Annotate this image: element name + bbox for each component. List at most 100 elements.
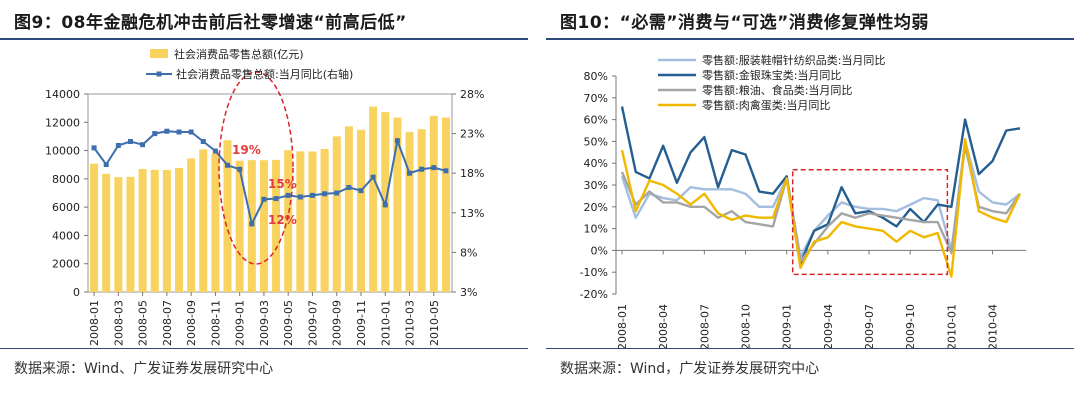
left-yoy-marker — [309, 192, 315, 198]
left-yoy-marker — [237, 166, 243, 172]
left-xaxis-label: 2010-05 — [428, 300, 441, 346]
left-bar — [223, 140, 232, 292]
left-yoy-marker — [103, 161, 109, 167]
left-bar — [369, 106, 378, 292]
left-chart-panel: 图9：08年金融危机冲击前后社零增速“前高后低” 0 2000 4000 6000 80… — [0, 0, 528, 403]
right-source-rule — [546, 348, 1074, 349]
left-yaxis-label: 10000 — [45, 145, 80, 158]
right-yaxis-label: 30% — [584, 179, 608, 192]
left-yoy-marker — [176, 129, 182, 135]
left-bar — [150, 169, 159, 292]
left-xaxis-label: 2010-03 — [404, 300, 417, 346]
right-chart-svg: -20% -10% 0% 10% 20% 30% 40% 50% 60% 70% 80% 2008-0… — [580, 53, 1026, 348]
right-yaxis-label: 60% — [584, 114, 608, 127]
left-yaxis-label: 6000 — [52, 201, 80, 214]
left-yoy-marker — [115, 142, 121, 148]
left-title-rule — [0, 38, 528, 40]
left-yoy-marker — [261, 196, 267, 202]
left-bar — [259, 160, 268, 292]
right-xaxis-label: 2009-04 — [822, 304, 835, 348]
left-bar — [174, 167, 184, 292]
right-yaxis-label: -10% — [580, 266, 608, 279]
left-legend-bar-swatch — [150, 49, 168, 58]
left-xaxis-label: 2010-01 — [379, 300, 392, 346]
left-bar — [441, 117, 450, 292]
right-chart-title: 图10：“必需”消费与“可选”消费修复弹性均弱 — [560, 13, 929, 33]
left-bar — [114, 177, 123, 292]
left-bar — [187, 158, 196, 292]
left-yoy-marker — [297, 194, 303, 200]
right-legend-label: 零售额:服装鞋帽针纺织品类:当月同比 — [702, 53, 885, 67]
right-source-note: 数据来源：Wind，广发证券发展研究中心 — [560, 361, 820, 377]
left-yaxis-right-label: 23% — [460, 128, 484, 141]
left-yoy-marker — [127, 139, 133, 145]
left-yoy-marker — [431, 165, 437, 171]
right-legend-label: 零售额:金银珠宝类:当月同比 — [702, 68, 841, 82]
left-yoy-marker — [322, 191, 328, 197]
left-yoy-marker — [200, 139, 206, 145]
right-chart-panel: 图10：“必需”消费与“可选”消费修复弹性均弱 -20% -10% 0% 10% 20%… — [546, 0, 1074, 403]
left-source-note: 数据来源：Wind、广发证券发展研究中心 — [14, 361, 274, 377]
left-xaxis-label: 2008-07 — [161, 300, 174, 346]
right-legend-label: 零售额:肉禽蛋类:当月同比 — [702, 98, 830, 112]
left-yoy-marker — [382, 202, 388, 208]
left-yoy-marker — [419, 166, 425, 172]
left-yaxis-right-label: 18% — [460, 167, 484, 180]
left-yoy-marker — [152, 131, 158, 137]
left-xaxis-label: 2009-03 — [258, 300, 271, 346]
left-yoy-marker — [188, 129, 194, 135]
right-yaxis-label: 10% — [584, 223, 608, 236]
left-bar — [344, 126, 353, 292]
left-yaxis-right-label: 13% — [460, 207, 484, 220]
left-xaxis-label: 2008-11 — [209, 300, 222, 346]
left-yaxis-label: 14000 — [45, 88, 80, 101]
left-yaxis-label: 12000 — [45, 116, 80, 129]
left-xaxis-label: 2008-05 — [137, 300, 150, 346]
left-yoy-marker — [358, 188, 364, 194]
left-xaxis-label: 2009-09 — [331, 300, 344, 346]
right-yaxis-label: 50% — [584, 135, 608, 148]
left-yoy-marker — [394, 138, 400, 144]
left-yoy-marker — [164, 128, 170, 134]
right-yaxis-label: 80% — [584, 70, 608, 83]
left-highlight-ellipse — [218, 71, 294, 265]
left-yaxis-label: 8000 — [52, 173, 80, 186]
left-bar — [272, 159, 281, 292]
left-bar — [102, 173, 111, 292]
left-yoy-marker — [443, 168, 449, 174]
left-yoy-marker — [273, 196, 279, 202]
left-xaxis-label: 2008-03 — [112, 300, 125, 346]
left-bar — [296, 151, 305, 292]
left-legend-line-marker — [156, 71, 162, 77]
left-bar — [284, 150, 293, 292]
right-yaxis-label: -20% — [580, 288, 608, 301]
left-source-rule — [0, 348, 528, 349]
left-yoy-marker — [212, 148, 218, 154]
right-xaxis-label: 2008-01 — [616, 304, 629, 348]
right-xaxis-label: 2010-04 — [987, 304, 1000, 348]
left-yaxis-right-label: 28% — [460, 88, 484, 101]
left-yaxis-label: 4000 — [52, 229, 80, 242]
left-legend-line-label: 社会消费品零售总额:当月同比(右轴) — [176, 67, 353, 81]
right-legend-label: 零售额:粮油、食品类:当月同比 — [702, 83, 852, 97]
left-yoy-marker — [285, 192, 291, 198]
left-bar — [429, 115, 438, 293]
left-chart-title: 图9：08年金融危机冲击前后社零增速“前高后低” — [14, 13, 407, 33]
left-bar — [308, 151, 317, 292]
right-xaxis-label: 2008-04 — [657, 304, 670, 348]
right-yaxis-label: 40% — [584, 157, 608, 170]
right-yaxis-label: 70% — [584, 92, 608, 105]
right-highlight-box — [791, 168, 949, 276]
left-bar — [417, 129, 426, 292]
right-xaxis-label: 2009-01 — [781, 304, 794, 348]
right-yaxis-label: 20% — [584, 201, 608, 214]
left-bar — [211, 153, 220, 292]
left-bar — [405, 131, 414, 292]
left-legend-bar-label: 社会消费品零售总额(亿元) — [174, 47, 304, 61]
left-yaxis-right-label: 3% — [460, 286, 477, 299]
left-yoy-marker — [334, 190, 340, 196]
right-xaxis-label: 2008-10 — [740, 304, 753, 348]
right-series-line — [620, 138, 1022, 278]
left-bar — [126, 176, 135, 292]
left-chart-svg: 0 2000 4000 6000 8000 10000 12000 14000 3% 8% 13% 1… — [45, 47, 484, 346]
